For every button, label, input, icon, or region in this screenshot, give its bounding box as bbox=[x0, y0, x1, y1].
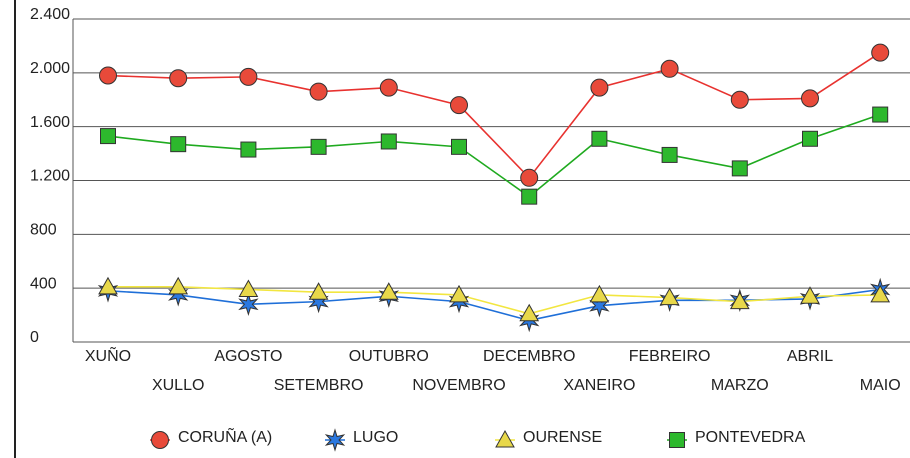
legend-marker bbox=[324, 428, 346, 452]
marker bbox=[801, 89, 819, 108]
x-tick-label: XUÑO bbox=[85, 345, 131, 365]
marker bbox=[659, 287, 680, 306]
marker bbox=[168, 283, 189, 307]
marker bbox=[309, 82, 328, 101]
legend-label: PONTEVEDRA bbox=[695, 429, 806, 446]
marker bbox=[730, 90, 749, 109]
x-tick-label: ABRIL bbox=[787, 348, 833, 365]
marker bbox=[169, 69, 188, 88]
legend-label: CORUÑA (A) bbox=[178, 426, 272, 446]
y-tick-label: 0 bbox=[30, 329, 39, 346]
marker bbox=[729, 291, 750, 310]
marker bbox=[450, 96, 468, 115]
x-tick-label: FEBREIRO bbox=[629, 348, 711, 365]
y-tick-label: 400 bbox=[30, 275, 57, 292]
y-tick-label: 1.600 bbox=[30, 114, 70, 131]
x-tick-label: XULLO bbox=[152, 377, 204, 394]
marker bbox=[100, 128, 116, 145]
marker bbox=[589, 284, 610, 303]
marker bbox=[240, 141, 257, 158]
marker bbox=[168, 276, 189, 295]
marker bbox=[590, 78, 609, 97]
marker bbox=[239, 67, 258, 86]
marker bbox=[98, 276, 118, 295]
marker bbox=[99, 66, 117, 85]
series-line bbox=[107, 113, 881, 198]
x-tick-label: MAIO bbox=[860, 377, 901, 394]
legend-marker bbox=[669, 432, 685, 448]
marker bbox=[871, 43, 890, 62]
x-tick-label: MARZO bbox=[711, 377, 769, 394]
x-tick-label: OUTUBRO bbox=[349, 348, 429, 365]
series-line bbox=[107, 51, 881, 180]
marker bbox=[238, 292, 259, 317]
marker bbox=[870, 284, 891, 303]
y-tick-label: 2.400 bbox=[30, 6, 70, 23]
legend-label: OURENSE bbox=[523, 429, 602, 446]
marker bbox=[591, 130, 608, 147]
x-tick-label: SETEMBRO bbox=[274, 377, 364, 394]
marker bbox=[170, 136, 187, 153]
marker bbox=[731, 160, 748, 177]
marker bbox=[449, 284, 469, 303]
series-line bbox=[108, 286, 881, 315]
y-tick-label: 1.200 bbox=[30, 168, 70, 185]
marker bbox=[238, 279, 259, 298]
marker bbox=[520, 168, 539, 187]
legend-marker bbox=[495, 429, 515, 448]
marker bbox=[451, 138, 467, 155]
marker bbox=[519, 303, 540, 322]
x-tick-label: DECEMBRO bbox=[483, 348, 575, 365]
marker bbox=[660, 59, 679, 78]
marker bbox=[380, 133, 397, 150]
x-tick-label: AGOSTO bbox=[214, 348, 282, 365]
x-tick-label: XANEIRO bbox=[563, 377, 635, 394]
marker bbox=[661, 146, 678, 163]
y-tick-label: 2.000 bbox=[30, 60, 70, 77]
marker bbox=[379, 78, 398, 97]
marker bbox=[872, 106, 889, 123]
marker bbox=[310, 138, 327, 155]
marker bbox=[378, 282, 399, 300]
marker bbox=[802, 130, 818, 147]
y-tick-label: 800 bbox=[30, 222, 57, 239]
marker bbox=[308, 282, 329, 300]
legend-label: LUGO bbox=[353, 429, 398, 446]
x-tick-label: NOVEMBRO bbox=[412, 377, 505, 394]
marker bbox=[308, 289, 329, 314]
legend-marker bbox=[151, 431, 169, 449]
marker bbox=[800, 286, 820, 304]
marker bbox=[521, 188, 538, 205]
